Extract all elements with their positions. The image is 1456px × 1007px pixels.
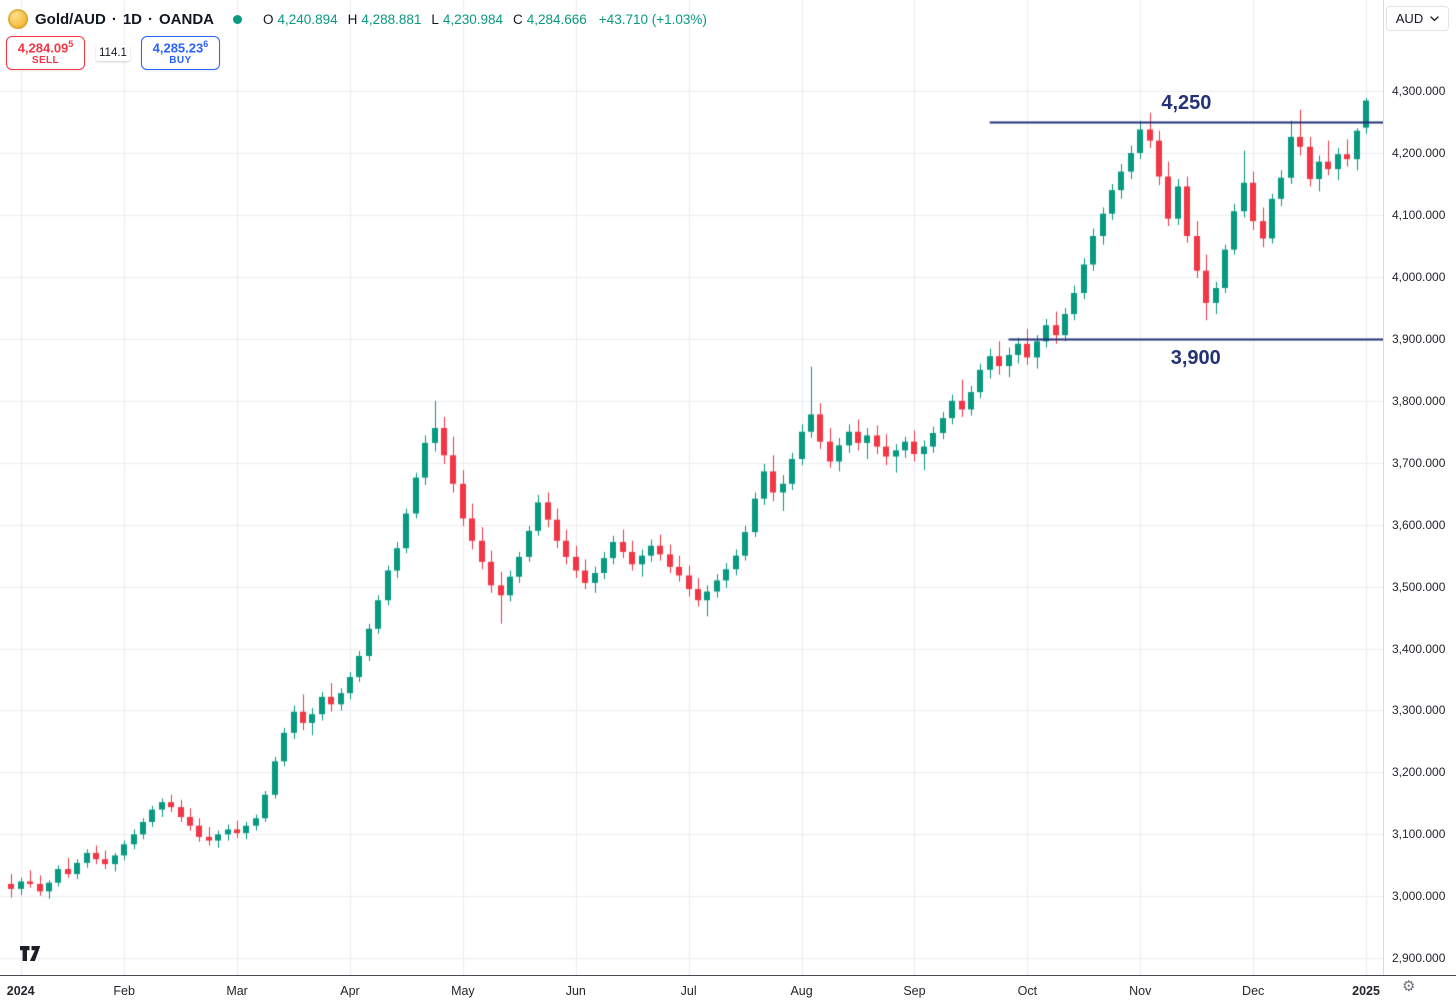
price-axis-label: 3,500.000 bbox=[1392, 579, 1446, 594]
price-axis-label: 4,000.000 bbox=[1392, 269, 1446, 284]
price-axis-label: 4,100.000 bbox=[1392, 207, 1446, 222]
spread-value: 114.1 bbox=[96, 45, 130, 61]
axis-currency-selector[interactable]: AUD bbox=[1386, 6, 1449, 31]
symbol-button[interactable]: Gold/AUD · 1D · OANDA bbox=[35, 11, 214, 28]
sell-price-fraction: 5 bbox=[68, 38, 74, 49]
time-axis-label: Oct bbox=[1017, 984, 1038, 998]
time-axis-label: Nov bbox=[1129, 984, 1152, 998]
exchange-label: OANDA bbox=[159, 10, 215, 28]
separator: · bbox=[148, 10, 154, 28]
price-axis-label: 3,300.000 bbox=[1392, 703, 1446, 718]
tradingview-logo-icon bbox=[20, 946, 41, 961]
sell-label: SELL bbox=[31, 54, 60, 66]
buy-label: BUY bbox=[169, 54, 192, 66]
buy-price-fraction: 6 bbox=[203, 38, 209, 49]
axis-currency-label: AUD bbox=[1395, 11, 1424, 26]
time-axis-label: Mar bbox=[226, 984, 248, 998]
price-axis-label: 4,200.000 bbox=[1392, 146, 1446, 160]
time-axis-label: May bbox=[451, 984, 475, 998]
market-status-dot-icon bbox=[233, 14, 243, 24]
price-axis-label: 3,700.000 bbox=[1392, 455, 1446, 470]
ohlc-values: O 4,240.894 H 4,288.881 L 4,230.984 C 4,284.… bbox=[257, 12, 707, 27]
chart-legend: Gold/AUD · 1D · OANDA O 4,240.894 H 4,288.… bbox=[8, 7, 707, 31]
time-axis-label: Sep bbox=[903, 984, 926, 998]
price-axis-label: 4,300.000 bbox=[1392, 84, 1446, 99]
gold-coin-icon bbox=[8, 9, 28, 29]
time-axis-label: Jun bbox=[565, 984, 586, 998]
interval-button[interactable]: 1D bbox=[122, 10, 143, 28]
time-axis-label: Apr bbox=[340, 984, 360, 998]
price-axis-label: 3,200.000 bbox=[1392, 765, 1446, 780]
time-axis-label: 2024 bbox=[6, 984, 35, 998]
chevron-down-icon bbox=[1430, 15, 1439, 21]
change-value: +43.710 (+1.03%) bbox=[598, 11, 707, 27]
settings-gear-icon[interactable]: ⚙ bbox=[1402, 978, 1416, 995]
time-axis-label: Jul bbox=[680, 984, 697, 998]
support-level-label[interactable]: 3,900 bbox=[1170, 347, 1221, 369]
price-axis-label: 3,400.000 bbox=[1392, 641, 1446, 656]
buy-price: 4,285.236 bbox=[152, 38, 209, 56]
buy-button[interactable]: 4,285.236 BUY bbox=[140, 36, 220, 70]
close-label: C bbox=[512, 11, 523, 27]
sell-button[interactable]: 4,284.095 SELL bbox=[6, 36, 85, 70]
price-axis-label: 3,900.000 bbox=[1392, 331, 1446, 346]
low-value: 4,230.984 bbox=[442, 11, 503, 27]
open-label: O bbox=[263, 11, 274, 27]
high-value: 4,288.881 bbox=[361, 11, 422, 27]
price-axis-label: 2,900.000 bbox=[1392, 951, 1446, 966]
low-label: L bbox=[431, 11, 439, 27]
open-value: 4,240.894 bbox=[277, 11, 338, 27]
sell-price: 4,284.095 bbox=[17, 38, 74, 56]
close-value: 4,284.666 bbox=[526, 11, 587, 27]
time-axis-label: Dec bbox=[1242, 984, 1265, 998]
price-axis-label: 3,000.000 bbox=[1392, 889, 1446, 904]
resistance-level-label[interactable]: 4,250 bbox=[1161, 92, 1212, 114]
symbol-name: Gold/AUD bbox=[35, 10, 106, 28]
time-axis[interactable]: 2024 Feb Mar Apr May Jun Jul Aug Sep Oct Nov Dec 202… bbox=[0, 975, 1456, 1007]
time-axis-label: Aug bbox=[790, 984, 813, 998]
price-axis-label: 3,100.000 bbox=[1392, 827, 1446, 842]
separator: · bbox=[111, 10, 117, 28]
high-label: H bbox=[347, 11, 358, 27]
time-axis-label: 2025 bbox=[1352, 984, 1380, 998]
price-axis-label: 3,600.000 bbox=[1392, 517, 1446, 532]
trade-panel: 4,284.095 SELL 114.1 4,285.236 BUY bbox=[6, 36, 220, 70]
time-axis-label: Feb bbox=[113, 984, 135, 998]
tradingview-logo[interactable] bbox=[20, 946, 45, 966]
price-axis-label: 3,800.000 bbox=[1392, 393, 1446, 408]
price-axis[interactable]: 4,300.000 4,200.000 4,100.000 4,000.000 3,90… bbox=[1383, 0, 1456, 975]
candlestick-chart[interactable] bbox=[0, 0, 1383, 975]
